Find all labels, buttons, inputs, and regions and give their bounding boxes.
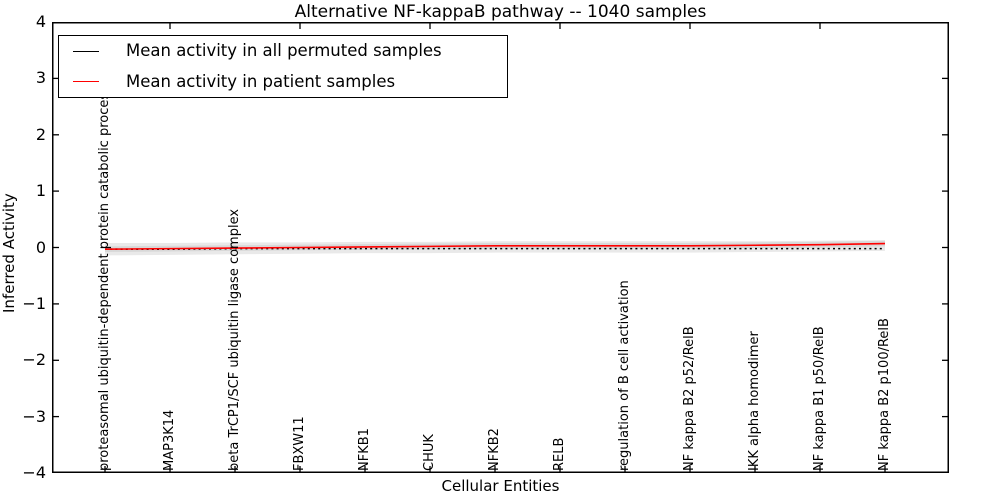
x-tick-label: regulation of B cell activation	[617, 280, 632, 471]
x-tick-label: IKK alpha homodimer	[747, 331, 762, 471]
y-tick-label: 2	[35, 124, 46, 144]
y-tick-label: 4	[35, 12, 46, 31]
x-tick-label: CHUK	[422, 434, 437, 471]
y-tick-label: 1	[35, 181, 46, 201]
legend-label-patient: Mean activity in patient samples	[126, 71, 396, 91]
y-tick-label: 3	[35, 68, 46, 88]
x-tick-label: proteasomal ubiquitin-dependent protein …	[97, 86, 112, 471]
x-tick-label: FBXW11	[292, 416, 307, 471]
x-tick-label: NFKB2	[487, 428, 502, 471]
x-tick-label: MAP3K14	[162, 409, 177, 471]
series-line-patient	[104, 242, 886, 250]
y-tick-label: −4	[22, 463, 46, 482]
legend-entry-patient: Mean activity in patient samples	[59, 67, 507, 97]
x-axis-label: Cellular Entities	[441, 477, 560, 495]
x-tick-label: NF kappa B2 p100/RelB	[877, 318, 892, 471]
x-tick-label: NF kappa B1 p50/RelB	[812, 326, 827, 471]
plot-area	[52, 22, 949, 473]
x-tick-label: NF kappa B2 p52/RelB	[682, 326, 697, 471]
x-tick-label: beta TrCP1/SCF ubiquitin ligase complex	[227, 208, 242, 471]
chart-title: Alternative NF-kappaB pathway -- 1040 sa…	[294, 2, 707, 22]
legend-label-permuted: Mean activity in all permuted samples	[126, 41, 442, 61]
legend-box: Mean activity in all permuted samples Me…	[58, 35, 508, 98]
legend-line-red-icon	[73, 81, 99, 83]
y-tick-label: −3	[22, 406, 46, 426]
legend-line-black-icon	[73, 50, 99, 52]
y-tick-label: 0	[35, 237, 46, 257]
x-tick-label: NFKB1	[357, 428, 372, 471]
legend-entry-permuted: Mean activity in all permuted samples	[59, 36, 507, 66]
y-tick-label: −2	[22, 350, 46, 370]
axes-frame	[52, 22, 949, 473]
x-tick-label: RELB	[552, 437, 567, 471]
y-tick-label: −1	[22, 293, 46, 313]
